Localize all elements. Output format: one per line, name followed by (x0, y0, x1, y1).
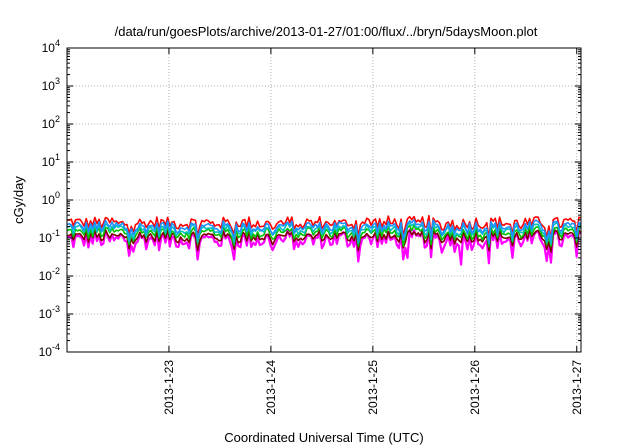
y-tick-exponent: 0 (55, 190, 60, 200)
y-tick-exponent: -4 (52, 342, 60, 352)
y-tick-base: 10 (39, 307, 53, 321)
y-tick-exponent: -3 (52, 304, 60, 314)
y-tick-label: 104 (42, 38, 60, 55)
series-line-6 (66, 219, 582, 243)
y-tick-label: 102 (42, 114, 60, 131)
x-tick-label: 2013-1-25 (366, 360, 380, 415)
y-tick-label: 10-2 (39, 266, 60, 283)
y-tick-base: 10 (39, 345, 53, 359)
y-tick-label: 10-1 (39, 228, 60, 245)
y-tick-base: 10 (42, 193, 56, 207)
x-tick-label: 2013-1-26 (468, 360, 482, 415)
series-group (66, 214, 582, 266)
y-axis-label: cGy/day (11, 176, 26, 224)
x-axis-label: Coordinated Universal Time (UTC) (224, 430, 423, 445)
y-tick-base: 10 (42, 41, 56, 55)
x-tick-label: 2013-1-24 (264, 360, 278, 415)
y-tick-exponent: 2 (55, 114, 60, 124)
y-tick-base: 10 (39, 269, 53, 283)
y-tick-label: 103 (42, 76, 60, 93)
y-tick-base: 10 (42, 117, 56, 131)
series-line-2 (67, 228, 582, 253)
y-tick-exponent: -2 (52, 266, 60, 276)
y-tick-label: 10-4 (39, 342, 60, 359)
y-tick-label: 10-3 (39, 304, 60, 321)
y-tick-base: 10 (42, 79, 56, 93)
y-tick-base: 10 (42, 155, 56, 169)
chart-title: /data/run/goesPlots/archive/2013-01-27/0… (115, 24, 538, 39)
y-tick-label: 100 (42, 190, 60, 207)
y-tick-exponent: 1 (55, 152, 60, 162)
series-line-5 (66, 214, 582, 240)
y-tick-exponent: -1 (52, 228, 60, 238)
y-tick-exponent: 3 (55, 76, 60, 86)
plot-frame (66, 47, 582, 353)
x-tick-label: 2013-1-23 (162, 360, 176, 415)
grid (67, 48, 581, 352)
x-tick-label: 2013-1-27 (570, 360, 584, 415)
y-tick-exponent: 4 (55, 38, 60, 48)
y-tick-label: 101 (42, 152, 60, 169)
x-axis: 2013-1-23 2013-1-24 2013-1-25 2013-1-26 2013… (162, 48, 584, 415)
series-line-3 (66, 224, 582, 248)
y-tick-base: 10 (39, 231, 53, 245)
